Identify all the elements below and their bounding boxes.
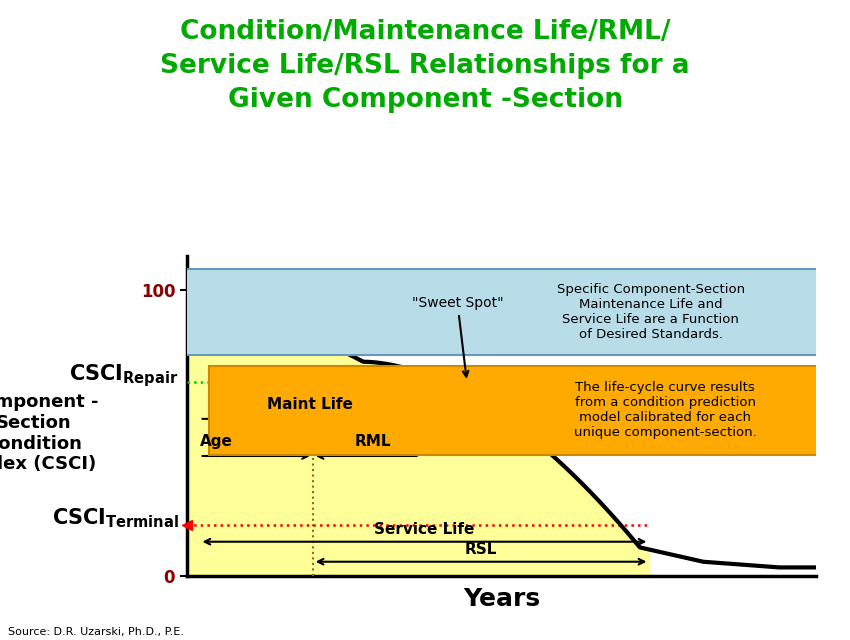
Text: CSCI$_{\mathregular{Repair}}$: CSCI$_{\mathregular{Repair}}$ <box>69 362 178 388</box>
Text: Maint Life: Maint Life <box>267 397 353 412</box>
Text: Age: Age <box>200 434 232 449</box>
Text: Component -
Section
Condition
Index (CSCI): Component - Section Condition Index (CSC… <box>0 393 99 474</box>
Text: CSCI$_{\mathregular{Terminal}}$: CSCI$_{\mathregular{Terminal}}$ <box>52 506 178 530</box>
Text: Specific Component-Section
Maintenance Life and
Service Life are a Function
of D: Specific Component-Section Maintenance L… <box>557 283 745 340</box>
Text: "Sweet Spot": "Sweet Spot" <box>411 296 503 377</box>
Text: Source: D.R. Uzarski, Ph.D., P.E.: Source: D.R. Uzarski, Ph.D., P.E. <box>8 627 184 637</box>
Text: RSL: RSL <box>465 543 497 557</box>
Text: The life-cycle curve results
from a condition prediction
model calibrated for ea: The life-cycle curve results from a cond… <box>574 381 756 439</box>
Text: RML: RML <box>354 434 391 449</box>
FancyBboxPatch shape <box>209 366 850 454</box>
Text: Service Life: Service Life <box>374 522 474 538</box>
FancyBboxPatch shape <box>181 269 850 355</box>
Text: Condition/Maintenance Life/RML/
Service Life/RSL Relationships for a
Given Compo: Condition/Maintenance Life/RML/ Service … <box>160 19 690 113</box>
X-axis label: Years: Years <box>463 587 540 611</box>
